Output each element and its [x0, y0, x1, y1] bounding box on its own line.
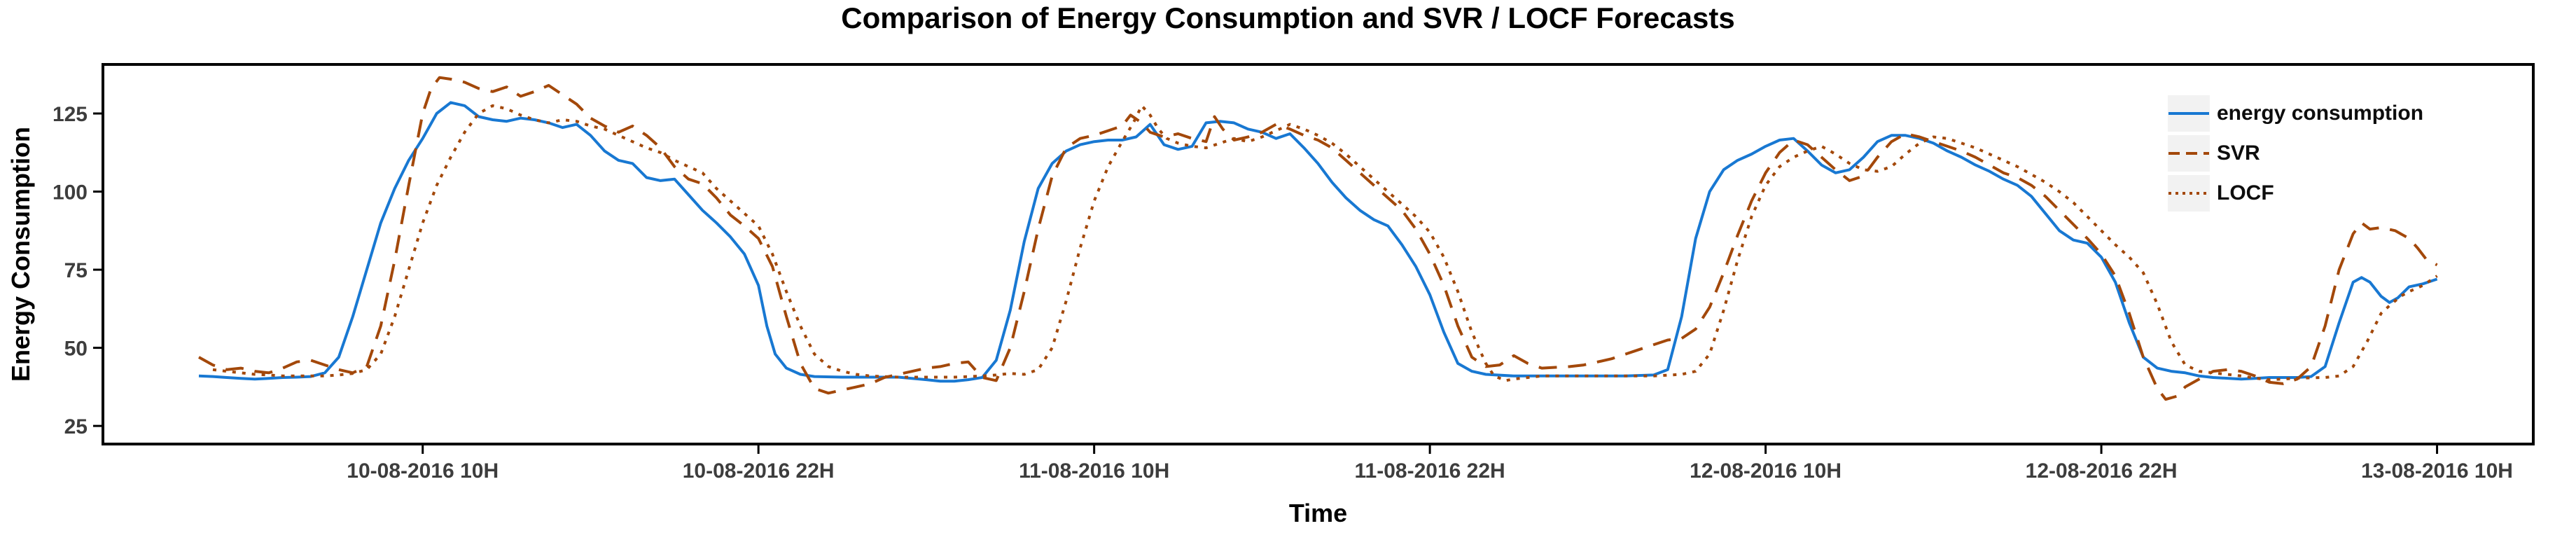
svg-text:100: 100 — [53, 181, 88, 205]
y-axis-title: Energy Consumption — [6, 126, 35, 382]
legend-key-solid-line-icon — [2168, 95, 2210, 132]
legend-key-dashed-line-icon — [2168, 135, 2210, 172]
legend-item-svr: SVR — [2168, 135, 2423, 172]
legend-item-locf: LOCF — [2168, 175, 2423, 212]
legend-label: SVR — [2217, 141, 2260, 165]
legend-label: energy consumption — [2217, 102, 2424, 125]
svg-text:13-08-2016 10H: 13-08-2016 10H — [2361, 459, 2513, 483]
svg-text:12-08-2016 22H: 12-08-2016 22H — [2026, 459, 2178, 483]
legend-item-energy-consumption: energy consumption — [2168, 95, 2423, 132]
svg-text:125: 125 — [53, 103, 88, 126]
svg-text:11-08-2016 22H: 11-08-2016 22H — [1355, 459, 1505, 483]
svg-text:10-08-2016 10H: 10-08-2016 10H — [347, 459, 499, 483]
svg-text:11-08-2016 10H: 11-08-2016 10H — [1019, 459, 1169, 483]
legend: energy consumption SVR LOCF — [2168, 95, 2423, 212]
chart-title: Comparison of Energy Consumption and SVR… — [841, 1, 1735, 34]
svg-text:75: 75 — [64, 259, 88, 282]
svg-text:25: 25 — [64, 415, 88, 438]
svg-text:10-08-2016 22H: 10-08-2016 22H — [683, 459, 835, 483]
legend-label: LOCF — [2217, 181, 2274, 205]
x-axis-title: Time — [1288, 499, 1348, 527]
svg-text:50: 50 — [64, 338, 88, 361]
legend-key-dotted-line-icon — [2168, 175, 2210, 212]
svg-text:12-08-2016 10H: 12-08-2016 10H — [1690, 459, 1842, 483]
